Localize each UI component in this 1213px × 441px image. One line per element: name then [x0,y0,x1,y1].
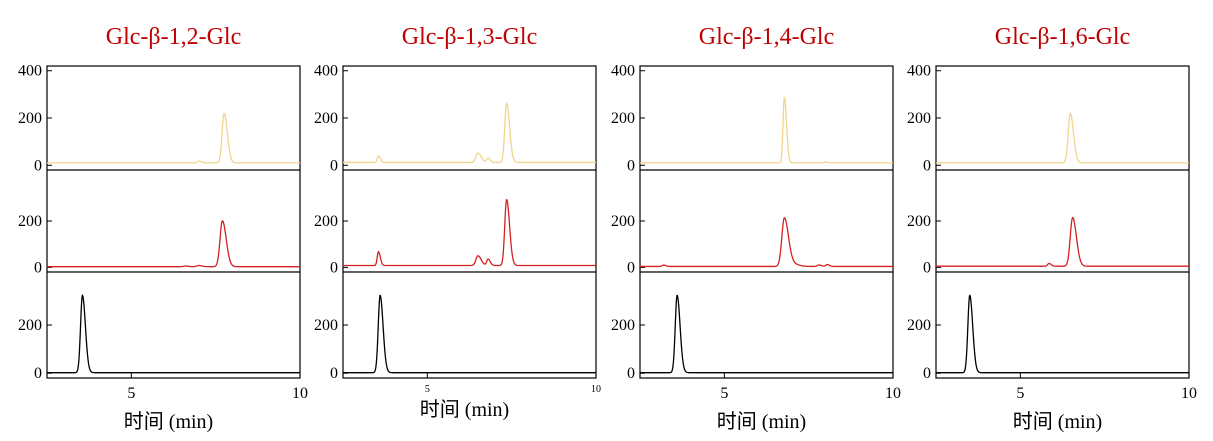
plot-frame [935,65,1190,379]
plot-frame [46,65,301,379]
y-tick-label: 400 [18,63,42,80]
y-tick-label: 0 [330,259,338,276]
series-line [639,96,894,164]
x-tick-label: 10 [1181,385,1197,402]
x-tick-label: 10 [292,385,308,402]
series-line [46,220,301,268]
y-tick-label: 400 [314,63,338,80]
chart-panel: Glc-β-1,2-Glc 0 200 400 0 200 0 200 5 10 时间 (min) [18,24,308,433]
plot-frame [639,65,894,379]
y-tick-label: 0 [923,365,931,382]
chart-panel: Glc-β-1,3-Glc 0 200 400 0 200 0 200 5 10 时间 (min) [314,24,601,421]
y-tick-label: 400 [907,63,931,80]
series-line [639,294,894,374]
y-tick-label: 0 [34,157,42,174]
x-axis-label: 时间 (min) [420,398,509,421]
series-line [639,217,894,268]
plot-frame [342,65,597,379]
x-axis-label: 时间 (min) [717,410,806,433]
x-tick-label: 5 [425,384,430,395]
y-tick-label: 0 [330,157,338,174]
x-tick-label: 5 [127,385,135,402]
chart-panel: Glc-β-1,4-Glc 0 200 400 0 200 0 200 5 10 时间 (min) [611,24,901,433]
y-tick-label: 200 [18,213,42,230]
x-axis-label: 时间 (min) [1013,410,1102,433]
y-tick-label: 200 [907,317,931,334]
chart-title: Glc-β-1,6-Glc [995,24,1131,50]
y-tick-label: 200 [314,317,338,334]
y-tick-label: 200 [18,317,42,334]
y-tick-label: 0 [330,365,338,382]
y-tick-label: 0 [34,259,42,276]
x-tick-label: 5 [720,385,728,402]
y-tick-label: 0 [627,157,635,174]
y-tick-label: 200 [314,213,338,230]
x-tick-label: 10 [885,385,901,402]
y-tick-label: 0 [627,365,635,382]
y-tick-label: 0 [34,365,42,382]
series-line [342,102,597,164]
chart-title: Glc-β-1,4-Glc [699,24,835,50]
y-tick-label: 200 [611,213,635,230]
series-line [935,216,1190,267]
x-tick-label: 10 [591,384,601,395]
y-tick-label: 200 [314,110,338,127]
y-tick-label: 200 [907,213,931,230]
x-axis-label: 时间 (min) [124,410,213,433]
y-tick-label: 200 [907,110,931,127]
series-line [935,112,1190,164]
y-tick-label: 0 [923,259,931,276]
y-tick-label: 0 [923,157,931,174]
y-tick-label: 200 [611,110,635,127]
series-line [46,294,301,374]
y-tick-label: 0 [627,259,635,276]
chart-title: Glc-β-1,3-Glc [402,24,538,50]
chart-title: Glc-β-1,2-Glc [106,24,242,50]
series-line [935,294,1190,374]
y-tick-label: 400 [611,63,635,80]
y-tick-label: 200 [18,110,42,127]
x-tick-label: 5 [1016,385,1024,402]
y-tick-label: 200 [611,317,635,334]
chart-panel: Glc-β-1,6-Glc 0 200 400 0 200 0 200 5 10 时间 (min) [907,24,1197,433]
series-line [342,199,597,267]
series-line [46,112,301,164]
series-line [342,294,597,374]
